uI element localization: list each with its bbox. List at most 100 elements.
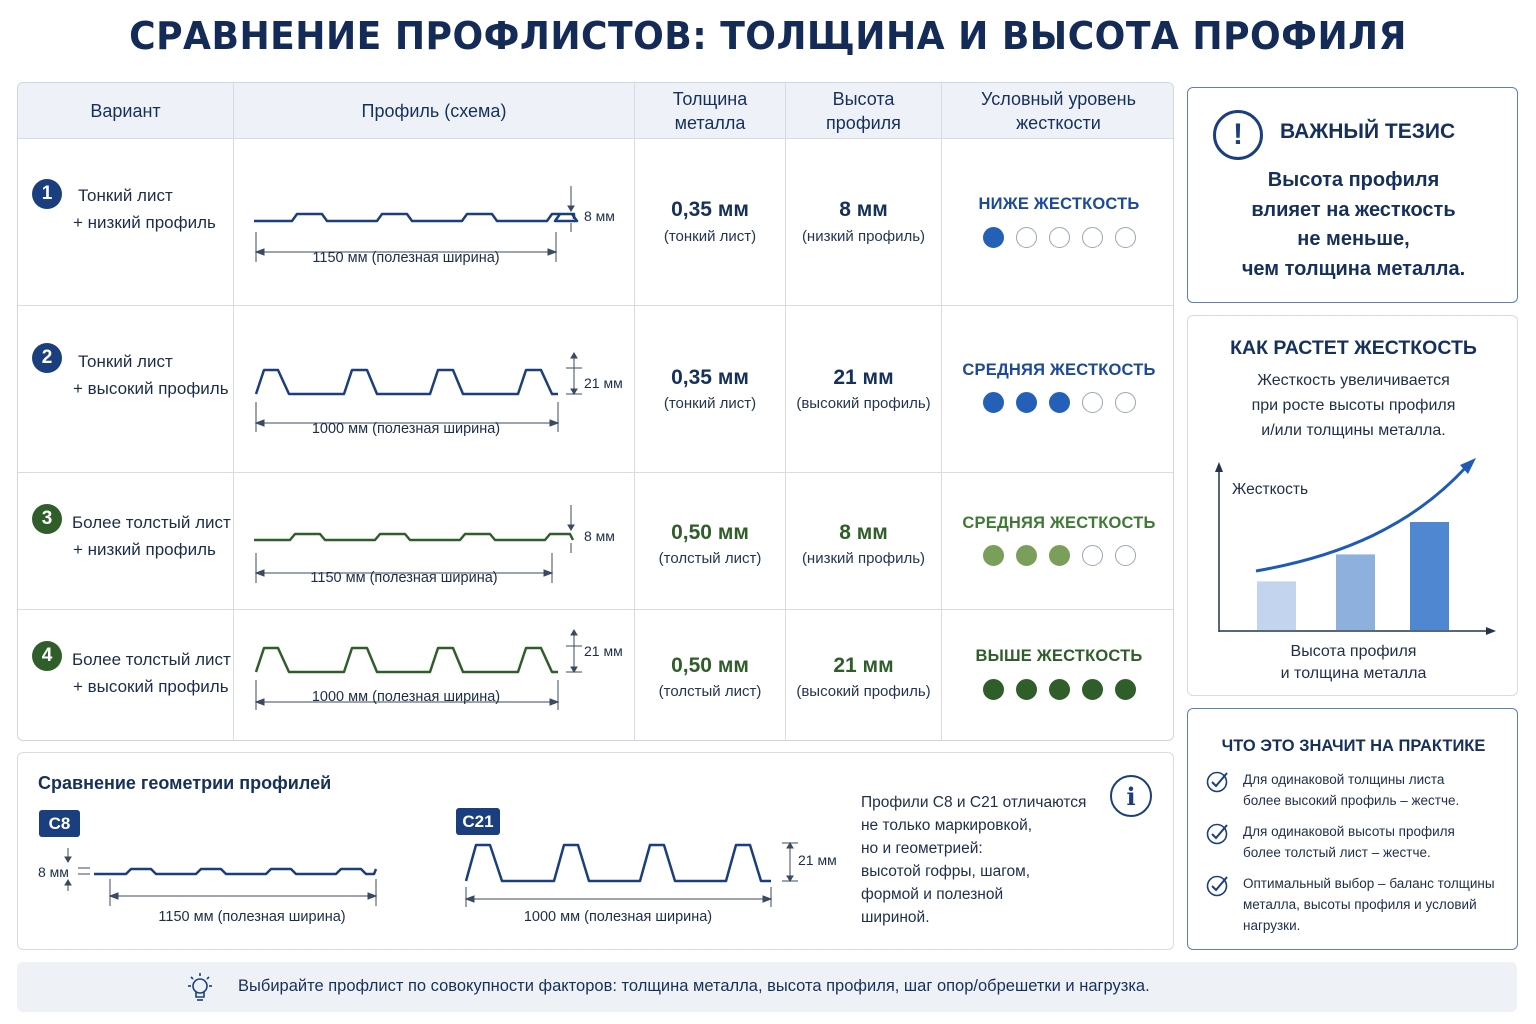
height-dimension-label: 21 мм (584, 375, 623, 391)
c8-badge: C8 (39, 810, 80, 837)
variant-line2: + низкий профиль (73, 540, 216, 559)
height-value: 21 мм (833, 654, 894, 677)
rating-dot (1081, 227, 1103, 248)
header-thickness: Толщина металла (672, 89, 748, 133)
stiffness-label: ВЫШЕ ЖЕСТКОСТЬ (975, 647, 1143, 665)
width-dimension-label: 1150 мм (полезная ширина) (310, 570, 497, 586)
height-value: 21 мм (833, 366, 894, 389)
thickness-value: 0,50 мм (671, 654, 749, 677)
row-number-badge: 4 (32, 641, 62, 671)
thesis-title: ВАЖНЫЙ ТЕЗИС (1280, 120, 1456, 143)
rating-dot (1015, 679, 1037, 700)
profile-diagram: 21 мм 1000 мм (полезная ширина) (254, 629, 623, 710)
variant-line1: Тонкий лист (78, 186, 173, 205)
growth-bar (1257, 581, 1296, 630)
rating-dot (1048, 679, 1070, 700)
thesis-card: ! ВАЖНЫЙ ТЕЗИС Высота профиля влияет на … (1187, 87, 1518, 303)
exclamation-icon: ! (1213, 110, 1263, 160)
thickness-note: (тонкий лист) (663, 228, 757, 245)
geometry-section: Сравнение геометрии профилей C8 8 мм 115… (17, 752, 1174, 950)
c21-height-label: 21 мм (798, 852, 837, 868)
check-circle-icon (1206, 769, 1230, 793)
growth-bar (1410, 522, 1449, 630)
width-dimension-label: 1150 мм (полезная ширина) (312, 250, 499, 266)
stiffness-rating (943, 545, 1173, 566)
lightbulb-icon (188, 973, 212, 1001)
rating-dot (982, 545, 1004, 566)
thickness-value: 0,50 мм (671, 521, 749, 544)
rating-dot (1048, 392, 1070, 413)
geometry-note: Профили С8 и С21 отличаются не только ма… (861, 794, 1087, 926)
height-note: (низкий профиль) (801, 228, 926, 245)
row-number-badge: 3 (32, 504, 62, 534)
rating-dot (1048, 545, 1070, 566)
footer-tip: Выбирайте профлист по совокупности факто… (17, 962, 1517, 1012)
rating-dot (1114, 545, 1136, 566)
stiffness-label: СРЕДНЯЯ ЖЕСТКОСТЬ (962, 514, 1156, 532)
height-value: 8 мм (839, 521, 888, 544)
height-dimension-label: 8 мм (584, 528, 615, 544)
table-row: 2 Тонкий лист + высокий профиль 21 мм 10… (18, 306, 1173, 472)
height-dimension-label: 21 мм (584, 643, 623, 659)
variant-line2: + высокий профиль (73, 677, 229, 696)
table-header (18, 83, 1173, 139)
stiffness-label: СРЕДНЯЯ ЖЕСТКОСТЬ (962, 361, 1156, 379)
thickness-note: (толстый лист) (658, 683, 762, 700)
rating-dot (1015, 545, 1037, 566)
footer-text: Выбирайте профлист по совокупности факто… (238, 977, 1150, 995)
table-row: 1 Тонкий лист + низкий профиль 8 мм 1150… (18, 139, 1173, 305)
thickness-note: (толстый лист) (658, 550, 762, 567)
geometry-title: Сравнение геометрии профилей (38, 773, 332, 793)
height-value: 8 мм (839, 198, 888, 221)
check-circle-icon (1206, 873, 1230, 897)
header-profile: Профиль (схема) (361, 101, 507, 121)
header-stiffness: Условный уровень жесткости (981, 89, 1136, 133)
variant-line2: + высокий профиль (73, 379, 229, 398)
info-icon: i (1110, 775, 1152, 817)
growth-bars (1257, 522, 1449, 630)
c21-profile-diagram: 21 мм 1000 мм (полезная ширина) (464, 842, 837, 925)
rating-dot (1081, 679, 1103, 700)
check-circle-icon (1206, 821, 1230, 845)
variant-line1: Более толстый лист (72, 513, 231, 532)
practice-item: Оптимальный выбор – баланс толщины метал… (1243, 876, 1495, 933)
rating-dot (982, 227, 1004, 248)
width-dimension-label: 1000 мм (полезная ширина) (312, 689, 500, 705)
stiffness-label: НИЖЕ ЖЕСТКОСТЬ (978, 195, 1140, 213)
stiffness-rating (943, 227, 1173, 248)
rating-dot (982, 679, 1004, 700)
growth-chart: Жесткость (1215, 458, 1496, 635)
height-note: (высокий профиль) (796, 395, 931, 412)
rating-dot (1114, 227, 1136, 248)
growth-bar (1336, 554, 1375, 630)
profile-diagram: 8 мм 1150 мм (полезная ширина) (254, 505, 615, 586)
rating-dot (1048, 227, 1070, 248)
rating-dot (1015, 392, 1037, 413)
practice-item: Для одинаковой толщины листа более высок… (1243, 772, 1460, 808)
thickness-value: 0,35 мм (671, 198, 749, 221)
stiffness-rating (943, 679, 1173, 700)
rating-dot (982, 392, 1004, 413)
thickness-value: 0,35 мм (671, 366, 749, 389)
y-axis-label: Жесткость (1232, 481, 1308, 498)
c8-profile-diagram: 8 мм 1150 мм (полезная ширина) (38, 848, 378, 925)
practice-card: ЧТО ЭТО ЗНАЧИТ НА ПРАКТИКЕ Для одинаково… (1187, 708, 1518, 950)
header-variant: Вариант (90, 101, 161, 121)
thesis-text: Высота профиля влияет на жесткость не ме… (1241, 169, 1466, 280)
height-note: (высокий профиль) (796, 683, 931, 700)
comparison-table: Вариант Профиль (схема) Толщина металла … (17, 82, 1174, 741)
profile-line (254, 646, 558, 674)
header-height: Высота профиля (826, 89, 901, 133)
c8-height-label: 8 мм (38, 864, 69, 880)
c8-width-label: 1150 мм (полезная ширина) (158, 909, 345, 925)
height-dimension-label: 8 мм (584, 208, 615, 224)
c21-badge: C21 (456, 808, 500, 835)
table-row: 4 Более толстый лист + высокий профиль (18, 610, 1173, 740)
variant-line2: + низкий профиль (73, 213, 216, 232)
height-note: (низкий профиль) (801, 550, 926, 567)
thickness-note: (тонкий лист) (663, 395, 757, 412)
growth-text: Жесткость увеличивается при росте высоты… (1251, 372, 1456, 439)
rating-dot (1114, 679, 1136, 700)
variant-line1: Тонкий лист (78, 352, 173, 371)
x-axis-label: Высота профиля и толщина металла (1280, 643, 1427, 682)
